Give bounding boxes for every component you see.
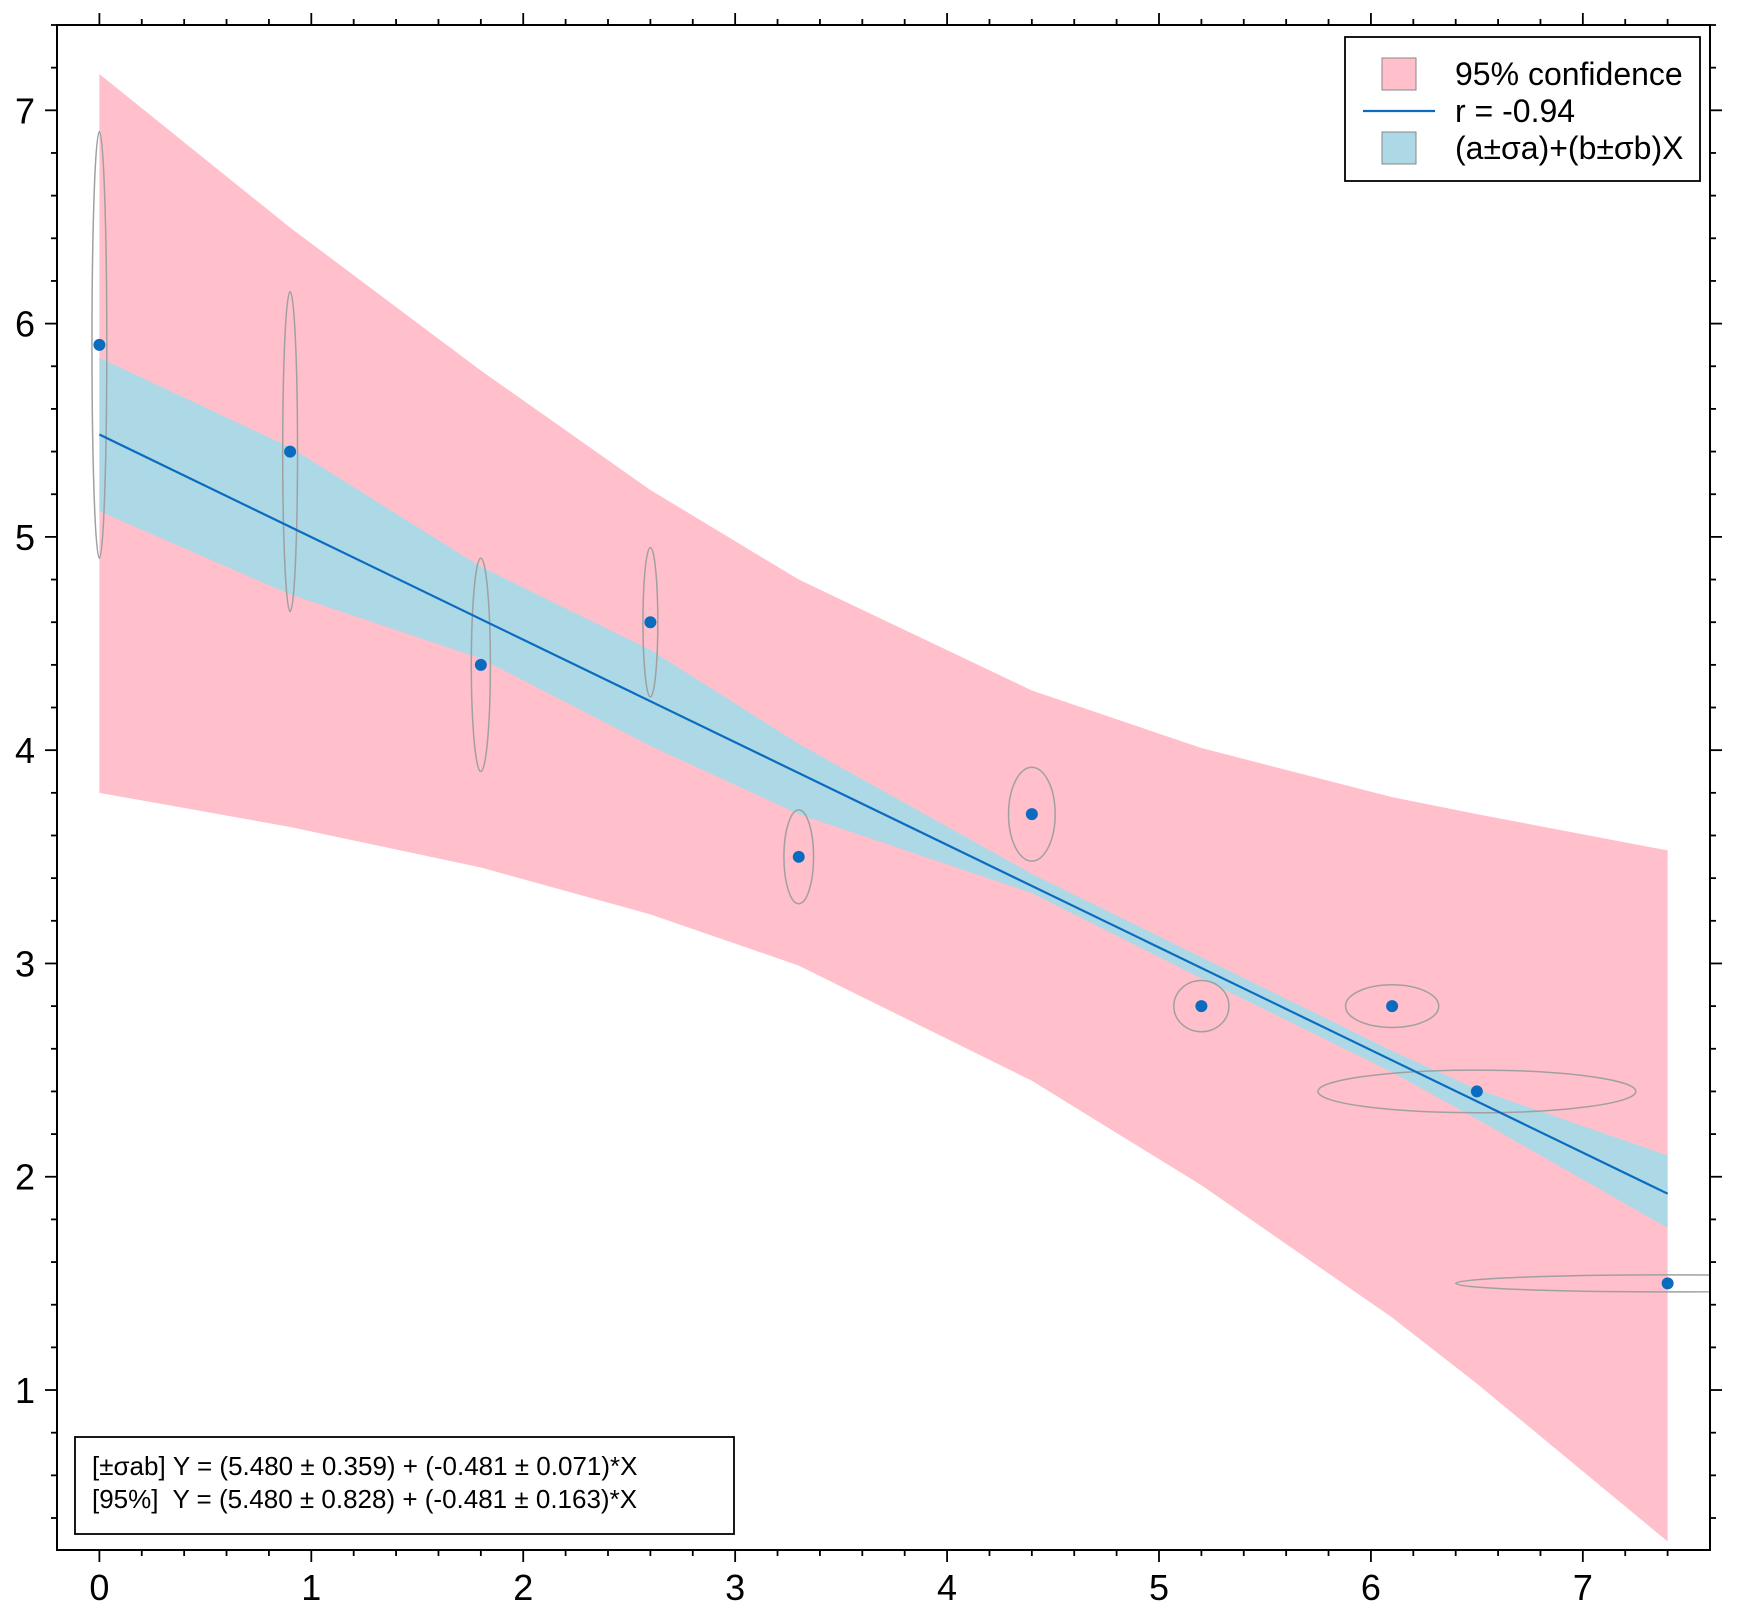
- error-ellipse-6: [1173, 979, 1230, 1033]
- data-point-6: [1195, 1000, 1208, 1013]
- confidence-bands: [99, 74, 1668, 1542]
- plot-frame: [56, 24, 1711, 1551]
- x-tick-label: 7: [1573, 1567, 1593, 1608]
- equation-frame: [74, 1436, 735, 1535]
- error-ellipse-3: [642, 546, 659, 698]
- frame-rect: [56, 24, 1711, 1551]
- error-ellipse-2: [470, 557, 492, 773]
- equation-box: [±σab] Y = (5.480 ± 0.359) + (-0.481 ± 0…: [74, 1436, 735, 1535]
- error-ellipse-7: [1344, 984, 1440, 1029]
- error-ellipse-9: [1455, 1274, 1710, 1293]
- data-point-8: [1470, 1085, 1483, 1098]
- data-point-4: [792, 850, 805, 863]
- legend-swatch-0: [1381, 57, 1417, 91]
- y-tick-label: 4: [15, 730, 35, 771]
- legend-swatch-2: [1381, 131, 1417, 165]
- x-tick-label: 4: [937, 1567, 957, 1608]
- error-ellipse-8: [1317, 1069, 1637, 1114]
- y-tick-label: 2: [15, 1157, 35, 1198]
- error-ellipse-4: [783, 809, 815, 905]
- data-point-5: [1025, 808, 1038, 821]
- error-ellipses: [91, 130, 1710, 1293]
- y-tick-label: 6: [15, 304, 35, 345]
- data-point-0: [93, 338, 106, 351]
- x-tick-label: 1: [301, 1567, 321, 1608]
- error-ellipse-5: [1007, 766, 1056, 862]
- fit-line-group: [98, 433, 1669, 1195]
- data-point-3: [644, 616, 657, 629]
- legend-label-2: (a±σa)+(b±σb)X: [1455, 130, 1683, 166]
- legend-label-1: r = -0.94: [1455, 93, 1575, 129]
- band-sigma: [99, 357, 1668, 1228]
- x-tick-label: 0: [89, 1567, 109, 1608]
- error-ellipse-0: [91, 130, 108, 559]
- error-ellipse-1: [281, 290, 299, 613]
- data-point-1: [284, 445, 297, 458]
- data-point-2: [474, 658, 487, 671]
- equation-line-0: [±σab] Y = (5.480 ± 0.359) + (-0.481 ± 0…: [92, 1451, 637, 1481]
- y-tick-label: 3: [15, 943, 35, 984]
- y-tick-label: 5: [15, 517, 35, 558]
- x-tick-label: 3: [725, 1567, 745, 1608]
- axis-ticks: 0 1 2 3 4 5 6 7 1 2 3 4 5 6 7: [15, 13, 1722, 1608]
- y-tick-label: 1: [15, 1370, 35, 1411]
- fit-line: [98, 433, 1669, 1195]
- data-point-9: [1661, 1277, 1674, 1290]
- data-point-7: [1386, 1000, 1399, 1013]
- equation-line-1: [95%] Y = (5.480 ± 0.828) + (-0.481 ± 0.…: [92, 1484, 637, 1514]
- x-tick-label: 5: [1149, 1567, 1169, 1608]
- y-tick-label: 7: [15, 90, 35, 131]
- x-tick-label: 2: [513, 1567, 533, 1608]
- x-tick-label: 6: [1361, 1567, 1381, 1608]
- data-points: [93, 338, 1674, 1290]
- legend-label-0: 95% confidence: [1455, 56, 1683, 92]
